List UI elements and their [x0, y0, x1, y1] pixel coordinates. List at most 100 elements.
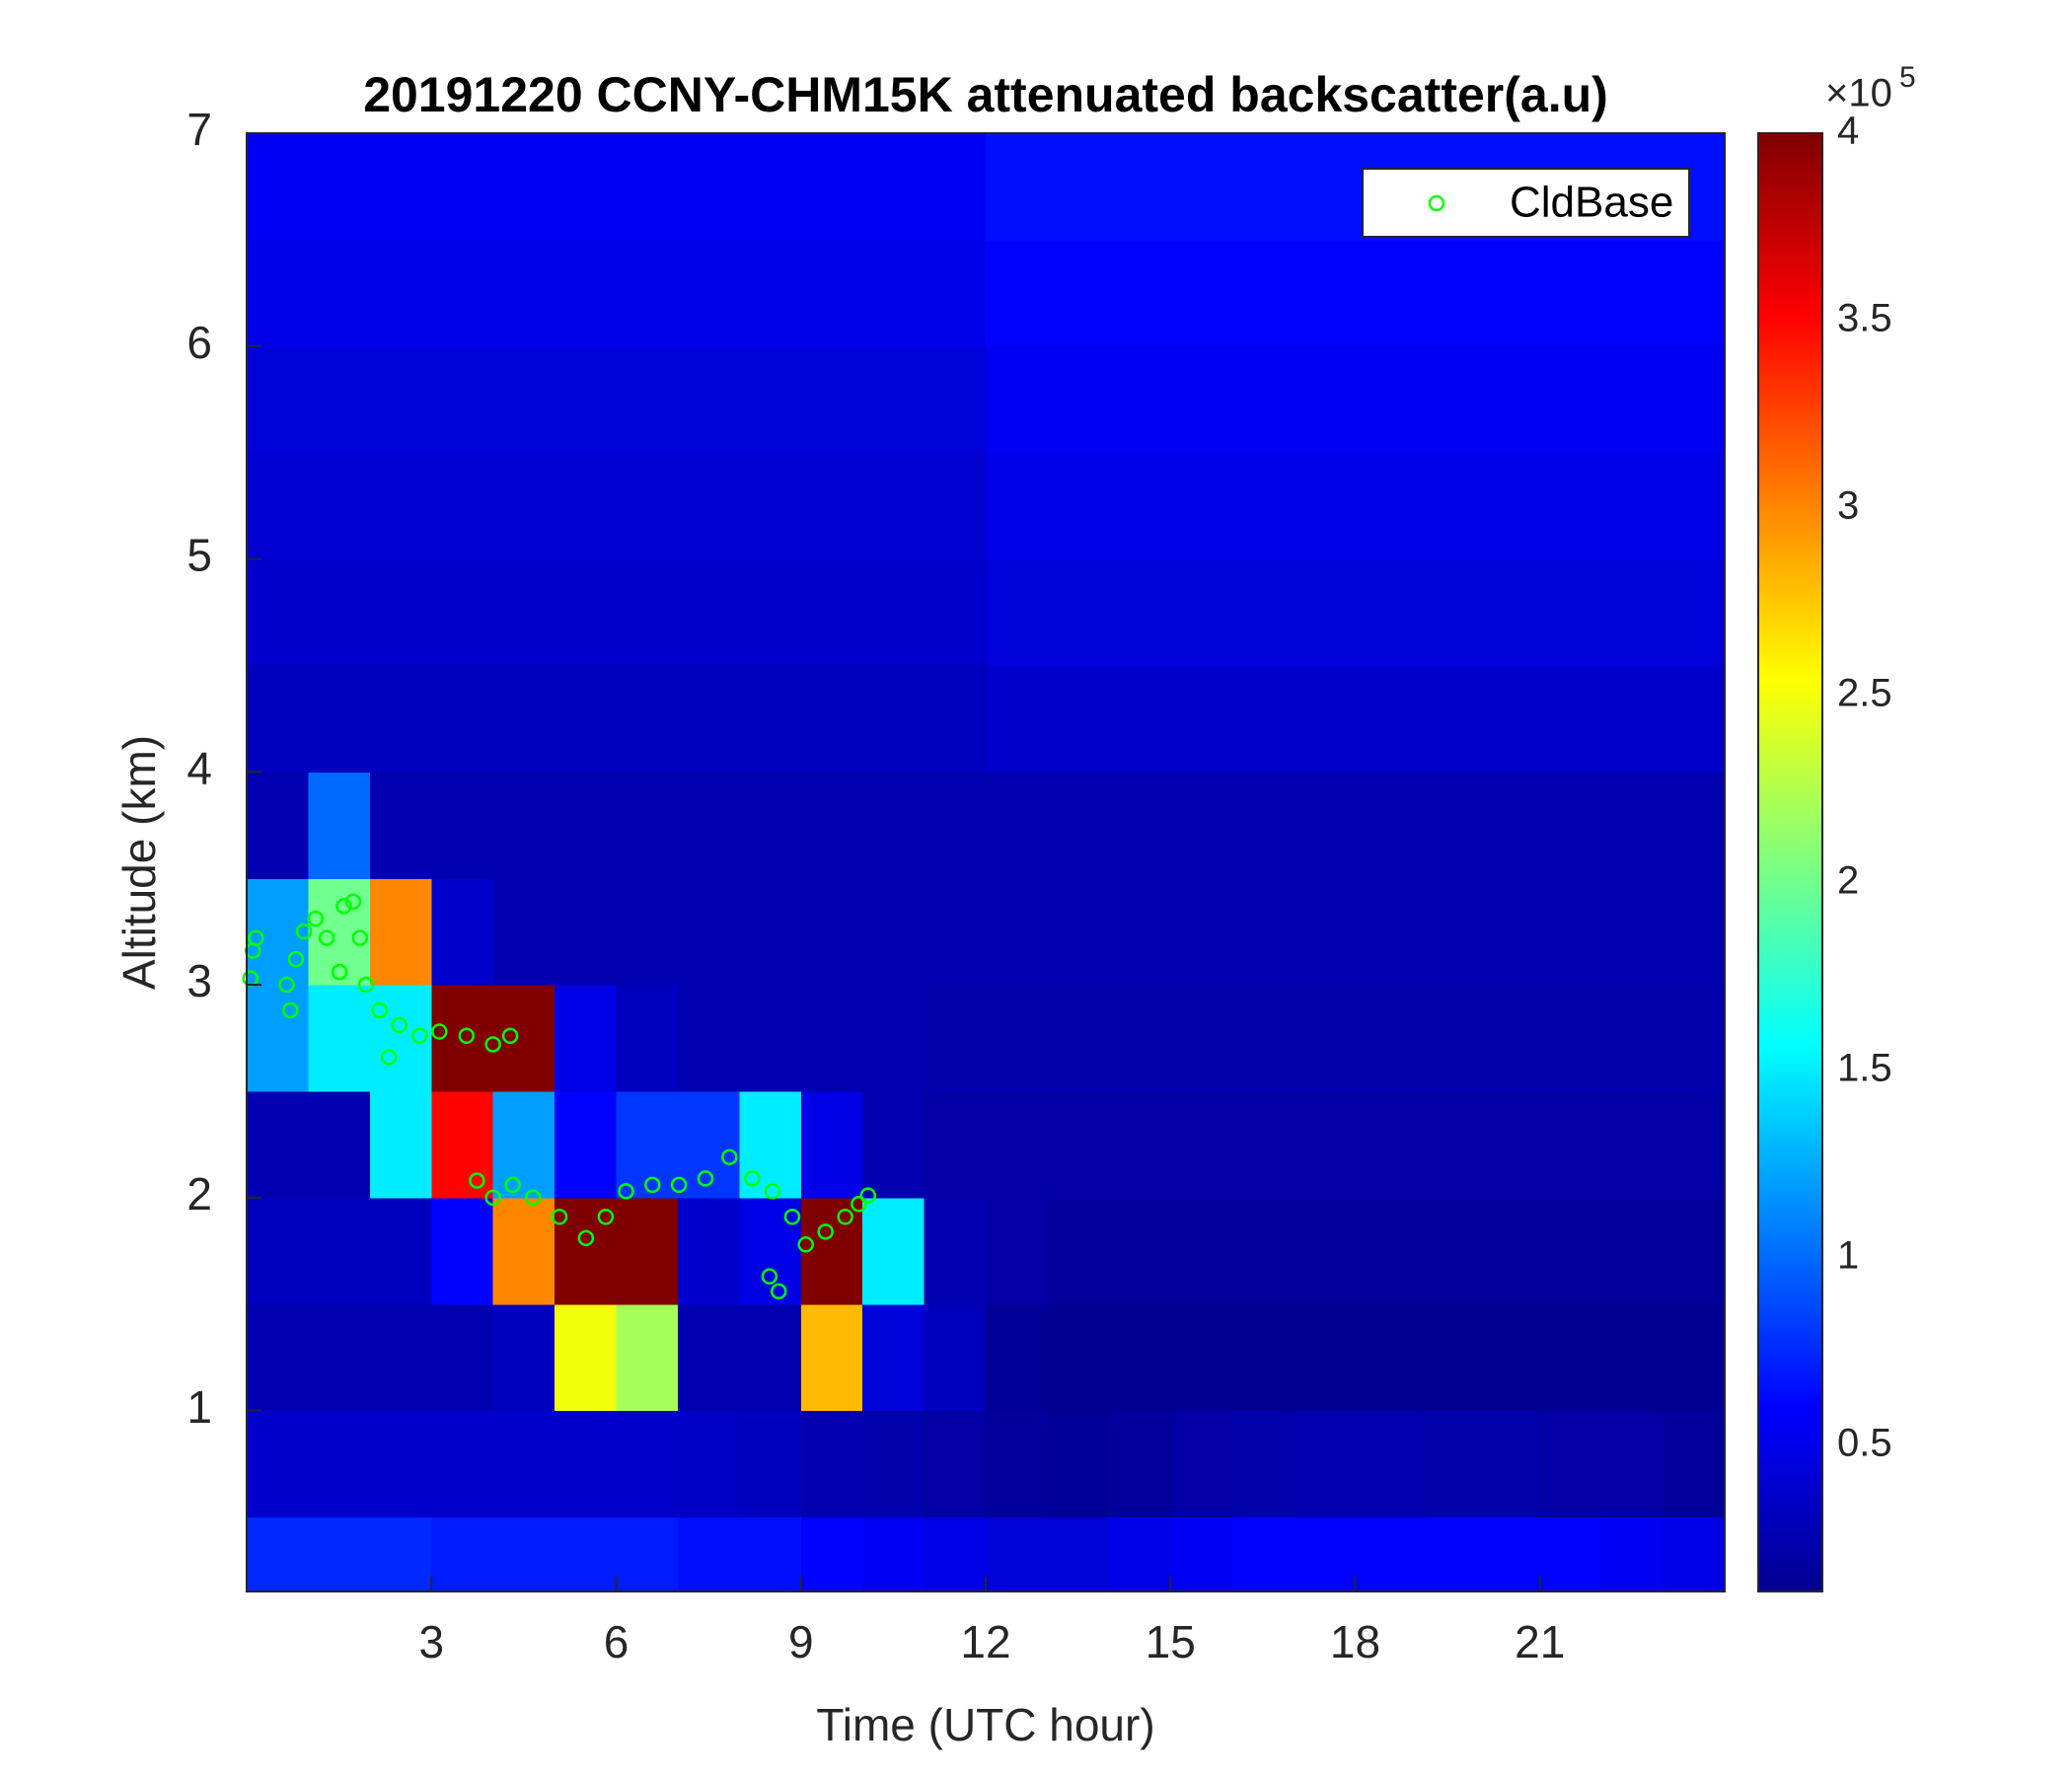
colorbar-tick-label: 1.5 [1837, 1046, 1892, 1089]
heatmap-cell [555, 558, 618, 667]
heatmap-cell [1663, 239, 1726, 347]
y-tick-label: 7 [186, 104, 212, 155]
heatmap-cell [431, 345, 494, 454]
heatmap-cell [1601, 772, 1665, 879]
heatmap-cell [247, 239, 310, 347]
heatmap-cell [986, 985, 1049, 1092]
y-tick-label: 2 [186, 1168, 212, 1220]
cloud-base-point [851, 1196, 867, 1213]
heatmap-cell [677, 345, 740, 454]
heatmap-cell [1663, 665, 1726, 773]
cloud-base-point [484, 1036, 501, 1053]
heatmap-cell [677, 665, 740, 773]
heatmap-cell [1355, 345, 1418, 454]
heatmap-cell [986, 452, 1049, 560]
heatmap-cell [924, 1303, 987, 1412]
heatmap-cell [1170, 1090, 1233, 1199]
heatmap-cell [1355, 452, 1418, 560]
heatmap-cell [862, 452, 925, 560]
heatmap-cell [1170, 985, 1233, 1092]
heatmap-cell [555, 772, 618, 879]
heatmap-cell [1355, 1090, 1418, 1199]
heatmap-cell [1478, 878, 1541, 986]
heatmap-cell [986, 1090, 1049, 1199]
cloud-base-point [644, 1176, 661, 1194]
heatmap-cell [555, 133, 618, 241]
heatmap-cell [1478, 985, 1541, 1092]
heatmap-cell [1047, 239, 1110, 347]
heatmap-cell [492, 665, 555, 773]
cloud-base-point [278, 976, 295, 994]
colorbar-tick-label: 2.5 [1837, 671, 1892, 714]
heatmap-cell [677, 133, 740, 241]
heatmap-cell [431, 133, 494, 241]
heatmap-cell [1416, 1410, 1479, 1518]
cloud-base-point [524, 1189, 542, 1207]
heatmap-cell [1231, 772, 1295, 879]
heatmap-cell [369, 878, 432, 986]
heatmap-cell [800, 345, 863, 454]
heatmap-cell [800, 452, 863, 560]
heatmap-cell [555, 345, 618, 454]
heatmap-cell [555, 1303, 618, 1412]
heatmap-cell [800, 1303, 863, 1412]
heatmap-cell [431, 1410, 494, 1518]
heatmap-cell [1416, 1197, 1479, 1305]
heatmap-cell [247, 1517, 310, 1592]
heatmap-cell [247, 1090, 310, 1199]
heatmap-cell [1601, 985, 1665, 1092]
colorbar-tick-label: 2 [1837, 858, 1859, 902]
heatmap-cell [1478, 1303, 1541, 1412]
heatmap-cell [1539, 558, 1602, 667]
heatmap-cell [1047, 772, 1110, 879]
heatmap-cell [1355, 1303, 1418, 1412]
colorbar-tick-label: 3 [1837, 484, 1859, 528]
heatmap-cell [1170, 452, 1233, 560]
heatmap-cell [986, 1303, 1049, 1412]
cloud-base-point [551, 1209, 568, 1225]
x-tick-label: 6 [604, 1616, 629, 1667]
heatmap-cell [1478, 1090, 1541, 1199]
heatmap-cell [986, 1197, 1049, 1305]
heatmap-cell [369, 1197, 432, 1305]
heatmap-cell [1170, 772, 1233, 879]
heatmap-cell [1478, 1517, 1541, 1592]
colorbar-tick-label: 3.5 [1837, 297, 1892, 340]
heatmap-cell [1170, 1197, 1233, 1305]
heatmap-cell [369, 772, 432, 879]
heatmap-cell [1539, 1197, 1602, 1305]
heatmap-cell [492, 133, 555, 241]
heatmap-cell [308, 345, 371, 454]
heatmap-cell [1601, 452, 1665, 560]
heatmap-cell [1294, 665, 1357, 773]
heatmap-cell [739, 1197, 802, 1305]
chart-title: 20191220 CCNY-CHM15K attenuated backscat… [363, 67, 1608, 122]
heatmap-cell [616, 772, 679, 879]
heatmap-cell [1478, 345, 1541, 454]
heatmap-cell [1108, 878, 1171, 986]
heatmap-cell [1108, 1090, 1171, 1199]
heatmap-cell [1108, 1517, 1171, 1592]
heatmap-cell [1170, 665, 1233, 773]
heatmap-cell [1663, 1410, 1726, 1518]
heatmap-cell [1047, 133, 1110, 241]
heatmap-cell [492, 985, 555, 1092]
heatmap-cell [1231, 985, 1295, 1092]
heatmap-cell [1355, 772, 1418, 879]
heatmap-cell [1663, 772, 1726, 879]
heatmap-cell [1601, 665, 1665, 773]
cloud-base-point [597, 1209, 615, 1225]
heatmap-cell [308, 452, 371, 560]
heatmap-cell [924, 665, 987, 773]
heatmap-cell [862, 1517, 925, 1592]
heatmap-cell [1294, 985, 1357, 1092]
heatmap-cell [862, 985, 925, 1092]
heatmap-cell [924, 1410, 987, 1518]
cloud-base-point [371, 1001, 389, 1019]
y-tick-label: 4 [186, 742, 212, 793]
heatmap-cell [1478, 772, 1541, 879]
heatmap-cell [1294, 133, 1357, 241]
heatmap-cell [308, 133, 371, 241]
heatmap-cell [431, 1303, 494, 1412]
